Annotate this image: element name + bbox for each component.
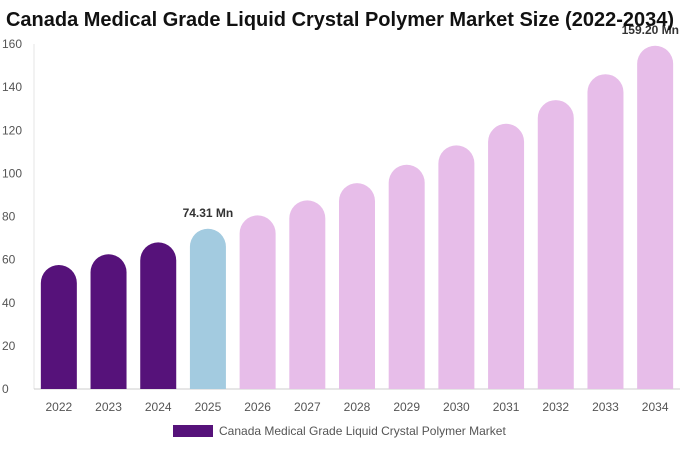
y-tick-label: 20: [2, 339, 16, 353]
x-tick-label: 2025: [195, 400, 222, 414]
data-label: 159.20 Mn: [622, 23, 679, 37]
chart-title: Canada Medical Grade Liquid Crystal Poly…: [5, 9, 675, 31]
data-label: 74.31 Mn: [183, 206, 234, 220]
x-tick-label: 2028: [344, 400, 371, 414]
bar-2030[interactable]: [438, 145, 475, 389]
legend[interactable]: Canada Medical Grade Liquid Crystal Poly…: [173, 424, 506, 438]
legend-swatch: [173, 425, 213, 437]
bar-2026[interactable]: [239, 215, 276, 389]
y-tick-label: 120: [2, 123, 22, 137]
x-tick-label: 2026: [244, 400, 271, 414]
bar-2034[interactable]: [637, 45, 674, 389]
x-tick-label: 2022: [45, 400, 72, 414]
y-tick-label: 100: [2, 166, 22, 180]
bar-2024[interactable]: [140, 242, 177, 389]
bar-2032[interactable]: [537, 100, 574, 389]
y-tick-label: 160: [2, 37, 22, 51]
y-tick-label: 140: [2, 80, 22, 94]
bar-2031[interactable]: [488, 123, 525, 390]
x-tick-label: 2030: [443, 400, 470, 414]
bar-2033[interactable]: [587, 74, 624, 389]
bar-2023[interactable]: [90, 254, 127, 389]
y-tick-label: 60: [2, 253, 16, 267]
bar-2027[interactable]: [289, 200, 326, 389]
x-tick-label: 2032: [542, 400, 569, 414]
bar-2022[interactable]: [40, 265, 77, 389]
x-tick-label: 2029: [393, 400, 420, 414]
legend-label: Canada Medical Grade Liquid Crystal Poly…: [219, 424, 506, 438]
y-tick-label: 0: [2, 382, 9, 396]
x-tick-label: 2033: [592, 400, 619, 414]
bar-2025[interactable]: [189, 228, 226, 389]
x-tick-label: 2031: [493, 400, 520, 414]
bar-2028[interactable]: [339, 183, 375, 389]
y-tick-label: 40: [2, 296, 16, 310]
x-tick-label: 2023: [95, 400, 122, 414]
x-tick-label: 2027: [294, 400, 321, 414]
x-tick-label: 2034: [642, 400, 669, 414]
bar-2029[interactable]: [388, 164, 425, 389]
y-tick-label: 80: [2, 210, 16, 224]
x-tick-label: 2024: [145, 400, 172, 414]
